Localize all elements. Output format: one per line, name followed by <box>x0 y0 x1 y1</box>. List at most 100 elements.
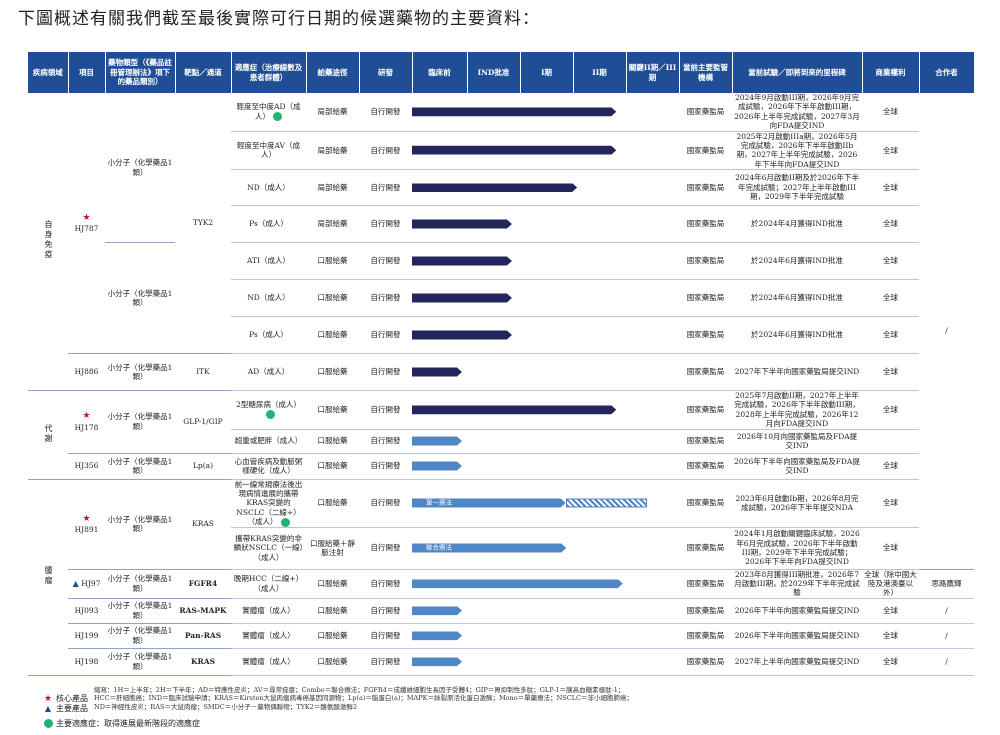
milestone-cell: 2027年下半年向國家藥監局提交IND <box>732 353 862 391</box>
rights-cell: 全球 <box>862 453 919 480</box>
disease-area-cell: 自身免疫 <box>28 93 68 391</box>
progress-cell <box>412 205 679 243</box>
program-cell: ▲ HJ97 <box>68 569 105 599</box>
drug-type-cell: 小分子（化學藥品1類） <box>105 623 175 649</box>
program-name: HJ787 <box>74 223 99 233</box>
green-dot-icon <box>280 517 290 526</box>
table-row: HJ199 小分子（化學藥品1類） Pan-RAS 實體瘤（成人） 口服給藥 自行開發 國家… <box>28 623 974 649</box>
rights-cell: 全球 <box>862 390 919 430</box>
program-name: HJ891 <box>74 524 99 534</box>
progress-bar <box>412 220 512 229</box>
table-row: HJ198 小分子（化學藥品1類） KRAS 實體瘤（成人） 口服給藥 自行開發 國家藥監局… <box>28 648 974 676</box>
development-cell: 自行開發 <box>359 648 412 676</box>
star-icon: ★ <box>82 212 91 223</box>
indication-cell: 心血管疾病及動脈粥樣硬化（成人） <box>231 453 306 480</box>
indication-cell: 晚期HCC（二線+）（成人） <box>231 569 306 599</box>
development-cell: 自行開發 <box>359 479 412 528</box>
table-header-row: 疾病領域 項目 藥物類型（《藥品註冊管理辦法》項下的藥品類別） 靶點／通道 適應症（治療… <box>28 52 975 93</box>
indication-label: 攜帶KRAS突變的非鱗狀NSCLC（一線）（成人） <box>233 533 304 562</box>
table-row: Ps（成人） 局部給藥 自行開發 國家藥監局 於2024年4月獲得IND批准 全球 <box>28 205 974 243</box>
star-icon: ★ <box>82 411 91 422</box>
development-cell: 自行開發 <box>359 93 412 132</box>
program-cell: HJ093 <box>68 598 105 624</box>
header-cell: 臨床前 <box>412 52 468 93</box>
program-name: HJ178 <box>74 422 99 432</box>
drug-type-cell: 小分子（化學藥品1類） <box>105 598 175 624</box>
drug-type-cell: 小分子（化學藥品1類） <box>105 353 175 391</box>
program-cell: ★ HJ178 <box>68 390 105 454</box>
rights-cell: 全球 <box>862 623 919 649</box>
table-row: Ps（成人） 口服給藥 自行開發 國家藥監局 於2024年6月獲得IND批准 全球 <box>28 316 974 354</box>
program-cell: HJ886 <box>68 353 105 391</box>
indication-label: 實體瘤（成人） <box>242 630 295 640</box>
regulator-cell: 國家藥監局 <box>679 353 732 391</box>
rights-cell: 全球 <box>862 598 919 624</box>
regulator-cell: 國家藥監局 <box>679 316 732 354</box>
progress-bar <box>412 405 616 414</box>
milestone-cell: 於2024年6月獲得IND批准 <box>732 242 862 280</box>
development-cell: 自行開發 <box>359 131 412 170</box>
milestone-cell: 2023年8月獲得III期批准，2026年7月啟動III期，於2029年下半年完… <box>732 569 862 599</box>
disease-area-label: 代謝 <box>44 423 53 444</box>
indication-label: 前一線常規療法後出現病情進展的攜帶KRAS突變的NSCLC（二線+）（成人） <box>234 479 303 527</box>
indication-cell: 實體瘤（成人） <box>231 623 306 649</box>
indication-cell: 輕度至中度AD（成人） <box>231 93 306 132</box>
progress-bar <box>412 146 616 155</box>
disease-area-label: 腫瘤 <box>44 565 53 586</box>
header-cell: IND批准 <box>467 52 521 93</box>
regulator-cell: 國家藥監局 <box>679 648 732 676</box>
indication-label: 晚期HCC（二線+）（成人） <box>233 574 304 593</box>
development-cell: 自行開發 <box>359 623 412 649</box>
rights-cell <box>862 429 919 454</box>
table-row: 輕度至中度AV（成人） 局部給藥 自行開發 國家藥監局 2025年2月啟動IIIa期，2… <box>28 131 974 170</box>
indication-label: Ps（成人） <box>249 330 288 340</box>
indication-label: 2型糖尿病（成人） <box>236 400 301 410</box>
route-cell: 口服給藥 <box>306 623 359 649</box>
partner-cell: / <box>919 93 974 570</box>
milestone-cell: 於2024年6月獲得IND批准 <box>732 316 862 354</box>
legend-core-label: 核心產品 <box>56 694 88 704</box>
header-cell: 藥物類型（《藥品註冊管理辦法》項下的藥品類別） <box>105 52 176 93</box>
target-cell: GLP-1/GIP <box>175 390 231 454</box>
milestone-cell: 2027年上半年向國家藥監局提交IND <box>732 648 862 676</box>
route-cell: 口服給藥 <box>306 353 359 391</box>
development-cell: 自行開發 <box>359 279 412 317</box>
legend-main-label: 主要產品 <box>56 704 88 713</box>
regulator-cell: 國家藥監局 <box>679 242 732 280</box>
progress-bar: 聯合療法 <box>412 544 566 553</box>
target-cell: TYK2 <box>175 93 231 354</box>
indication-cell: 2型糖尿病（成人） <box>231 390 306 430</box>
development-cell: 自行開發 <box>359 316 412 354</box>
legend-core: ★ 核心產品 縮寫：1H＝上半年；2H＝下半年；AD＝特應性皮炎；AV＝尋常痤瘡… <box>40 686 634 711</box>
regulator-cell: 國家藥監局 <box>679 623 732 649</box>
indication-label: ATI（成人） <box>247 256 290 266</box>
indication-cell: ND（成人） <box>231 279 306 317</box>
rights-cell: 全球（除中國大陸及港澳臺以外） <box>862 569 919 599</box>
indication-cell: 前一線常規療法後出現病情進展的攜帶KRAS突變的NSCLC（二線+）（成人） <box>231 479 306 528</box>
indication-label: ND（成人） <box>247 293 290 303</box>
regulator-cell: 國家藥監局 <box>679 279 732 317</box>
route-cell: 口服給藥 <box>306 242 359 280</box>
drug-type-cell: 小分子（化學藥品1類） <box>105 569 175 599</box>
header-cell: 給藥途徑 <box>306 52 360 93</box>
star-icon: ★ <box>43 693 53 704</box>
development-cell: 自行開發 <box>359 353 412 391</box>
program-name: HJ356 <box>74 461 99 471</box>
route-cell: 口服給藥 <box>306 569 359 599</box>
rights-cell: 全球 <box>862 479 919 528</box>
regulator-cell: 國家藥監局 <box>679 169 732 206</box>
table-row: 小分子（化學藥品1類） ATI（成人） 口服給藥 自行開發 國家藥監局 於2024年6月獲… <box>28 242 974 354</box>
header-cell: 疾病領域 <box>28 52 69 93</box>
indication-label: Ps（成人） <box>249 219 288 229</box>
indication-label: ND（成人） <box>247 182 290 192</box>
star-icon: ★ <box>82 513 91 524</box>
table-row: 腫瘤 ★ HJ891 小分子（化學藥品1類） KRAS 前一線常規療法後出現病情進展的攜… <box>28 479 974 676</box>
development-cell: 自行開發 <box>359 598 412 624</box>
progress-bar <box>412 631 462 640</box>
route-cell: 口服給藥 <box>306 598 359 624</box>
regulator-cell: 國家藥監局 <box>679 569 732 599</box>
target-cell: Lp(a) <box>175 453 231 480</box>
route-cell: 口服給藥 <box>306 279 359 317</box>
green-dot-icon <box>273 112 282 122</box>
indication-cell: Ps（成人） <box>231 205 306 243</box>
